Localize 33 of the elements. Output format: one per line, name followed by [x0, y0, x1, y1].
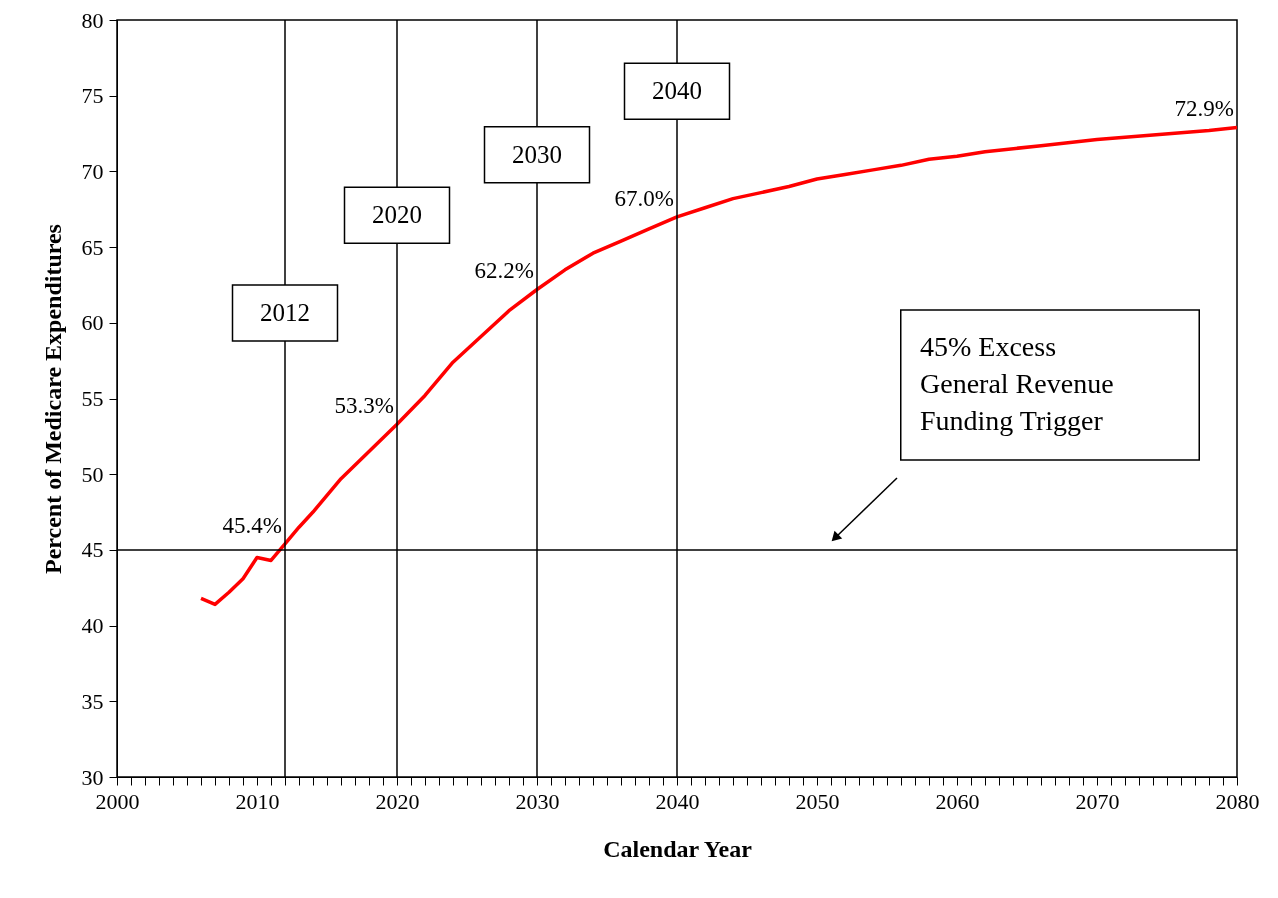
x-tick-label: 2000 [95, 788, 140, 814]
y-tick-label: 50 [81, 461, 104, 487]
y-tick-label: 40 [81, 613, 104, 639]
data-label: 53.3% [334, 393, 394, 419]
data-label: 72.9% [1174, 96, 1234, 122]
x-tick-label: 2060 [935, 788, 980, 814]
y-tick-label: 80 [81, 7, 104, 33]
annotation: 45% Excess General Revenue Funding Trigger [920, 331, 1114, 436]
y-axis-title: Percent of Medicare Expenditures [39, 224, 66, 574]
y-tick-label: 75 [81, 83, 104, 109]
data-label: 45.4% [222, 512, 282, 538]
line-series [199, 125, 1239, 607]
data-label: 62.2% [474, 258, 534, 284]
y-tick-label: 45 [81, 537, 104, 563]
x-axis-title: Calendar Year [603, 835, 753, 862]
ref-line-label: 2020 [372, 201, 422, 229]
y-tick-label: 55 [81, 386, 104, 411]
y-tick-label: 35 [81, 688, 104, 714]
x-tick-label: 2050 [795, 788, 840, 814]
x-tick-label: 2080 [1215, 788, 1260, 814]
x-tick-label: 2010 [235, 788, 280, 814]
x-tick-label: 2070 [1075, 788, 1120, 814]
x-tick-label: 2020 [375, 788, 420, 814]
x-tick-label: 2030 [515, 788, 560, 814]
y-tick-label: 70 [81, 158, 104, 184]
y-tick-label: 65 [81, 234, 104, 260]
x-tick-label: 2040 [655, 788, 700, 814]
ref-line-label: 2040 [652, 77, 702, 105]
y-tick-label: 30 [81, 764, 104, 790]
y-tick-label: 60 [81, 310, 104, 336]
data-label: 67.0% [614, 185, 674, 211]
ref-line-label: 2030 [512, 140, 562, 168]
ref-line-label: 2012 [260, 298, 310, 326]
